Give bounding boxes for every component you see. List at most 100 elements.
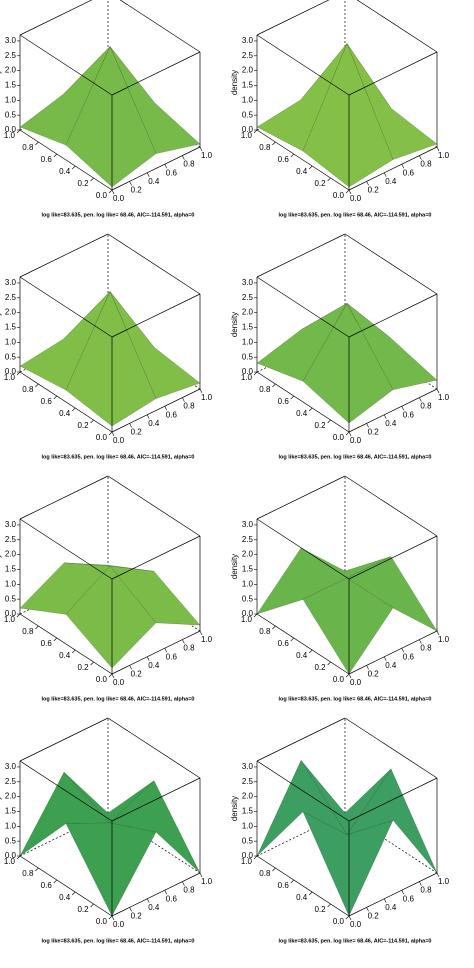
- box-edge: [107, 475, 201, 537]
- box-edge: [19, 518, 113, 580]
- y-tick: [146, 414, 150, 419]
- z-tick-label: 1.0: [5, 95, 17, 104]
- x-tick-label: 0.2: [314, 905, 326, 914]
- x-tick-label: 1.0: [4, 857, 16, 866]
- y-tick-label: 1.0: [201, 151, 213, 160]
- panel: 0.0 0.5 1.0 1.5 2.0 2.5 3.0 density 0.0 0.2 0.4 0.6…: [0, 475, 213, 702]
- surface-patch: [63, 562, 155, 572]
- box-edge: [107, 233, 201, 295]
- panel: 0.0 0.5 1.0 1.5 2.0 2.5 3.0 density 0.0 0.2 0.4 0.6…: [0, 717, 213, 944]
- y-tick: [436, 388, 440, 394]
- box-edge: [19, 233, 109, 278]
- surface-patch: [65, 290, 157, 427]
- box-edge: [256, 34, 350, 96]
- x-tick: [253, 371, 258, 376]
- box-edge: [111, 146, 201, 191]
- box-edge: [344, 717, 438, 779]
- x-tick: [290, 153, 295, 158]
- x-tick: [290, 879, 295, 884]
- z-tick-label: 0.5: [242, 594, 254, 603]
- y-tick: [129, 181, 132, 186]
- caption: log like=83.635, pen. log like= 68.46, A…: [279, 696, 432, 702]
- z-tick-label: 1.5: [5, 565, 17, 574]
- x-tick-label: 1.0: [4, 615, 16, 624]
- box-edge: [19, 717, 109, 762]
- z-tick-label: 3.0: [242, 278, 254, 287]
- z-tick-label: 3.0: [5, 520, 17, 529]
- surface-patch: [256, 759, 348, 857]
- surface-patch: [65, 565, 157, 669]
- caption: log like=83.635, pen. log like= 68.46, A…: [279, 212, 432, 218]
- y-tick: [436, 630, 440, 636]
- x-tick-label: 0.2: [77, 179, 89, 188]
- surface-patch: [346, 556, 438, 632]
- box-edge: [356, 0, 438, 53]
- z-tick-label: 0.5: [5, 110, 17, 119]
- z-tick-label: 0.5: [242, 836, 254, 845]
- panel: 0.0 0.5 1.0 1.5 2.0 2.5 3.0 density 0.0 0.2 0.4 0.6…: [230, 0, 450, 218]
- z-tick-label: 0.5: [5, 352, 17, 361]
- surface-patch: [302, 811, 394, 917]
- y-tick-label: 0.2: [131, 428, 143, 437]
- y-tick-label: 0.0: [113, 194, 125, 203]
- y-tick-label: 0.8: [183, 644, 195, 653]
- box-edge: [111, 51, 201, 96]
- box-edge: [256, 276, 350, 338]
- z-tick-label: 0.0: [242, 125, 254, 134]
- x-tick: [308, 649, 313, 654]
- x-tick-label: 0.0: [96, 433, 108, 442]
- box-edge: [256, 760, 350, 822]
- x-tick-label: 0.2: [314, 179, 326, 188]
- z-tick-label: 3.0: [242, 36, 254, 45]
- box-edge: [111, 630, 201, 675]
- x-tick-label: 0.6: [41, 155, 53, 164]
- x-tick-label: 0.6: [41, 397, 53, 406]
- z-tick-label: 2.5: [242, 293, 254, 302]
- x-tick: [345, 189, 350, 194]
- y-tick: [182, 639, 185, 644]
- z-tick-label: 0.5: [242, 110, 254, 119]
- x-tick: [35, 867, 39, 872]
- x-tick-label: 0.6: [41, 881, 53, 890]
- x-tick: [345, 915, 350, 920]
- y-tick: [419, 881, 422, 886]
- x-tick-label: 0.0: [333, 433, 345, 442]
- box-edge: [348, 51, 438, 96]
- box-edge: [348, 777, 438, 822]
- y-tick-label: 0.6: [166, 894, 178, 903]
- box-edge: [256, 518, 350, 580]
- y-tick: [182, 155, 185, 160]
- y-tick: [366, 665, 369, 670]
- y-tick-label: 0.8: [420, 160, 432, 169]
- surface-patch: [109, 780, 201, 874]
- x-tick-label: 0.6: [278, 155, 290, 164]
- x-tick-label: 0.0: [333, 675, 345, 684]
- x-tick-label: 0.8: [22, 143, 34, 152]
- x-tick: [308, 891, 313, 896]
- x-tick-label: 0.6: [278, 639, 290, 648]
- z-tick-label: 2.5: [242, 777, 254, 786]
- x-tick: [71, 407, 76, 412]
- z-tick-label: 2.0: [5, 550, 17, 559]
- y-tick-label: 0.6: [403, 894, 415, 903]
- x-tick-label: 1.0: [241, 615, 253, 624]
- x-tick: [16, 613, 21, 618]
- x-tick-label: 0.2: [314, 421, 326, 430]
- x-tick-label: 0.4: [59, 409, 71, 418]
- box-edge: [19, 34, 113, 96]
- z-tick-label: 1.5: [5, 81, 17, 90]
- surface-patch: [302, 302, 394, 424]
- z-tick-label: 0.0: [5, 851, 17, 860]
- y-tick: [111, 915, 115, 921]
- y-tick: [419, 639, 422, 644]
- y-tick: [383, 172, 387, 177]
- x-tick-label: 0.8: [259, 385, 271, 394]
- z-tick-label: 2.0: [242, 792, 254, 801]
- y-tick-label: 0.2: [131, 670, 143, 679]
- z-tick-label: 3.0: [242, 762, 254, 771]
- x-tick-label: 0.4: [59, 893, 71, 902]
- caption: log like=83.635, pen. log like= 68.46, A…: [42, 696, 195, 702]
- box-edge: [107, 717, 201, 779]
- box-edge: [111, 777, 201, 822]
- x-tick: [35, 625, 39, 630]
